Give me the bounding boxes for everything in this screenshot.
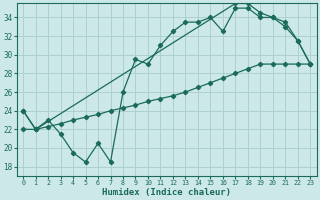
X-axis label: Humidex (Indice chaleur): Humidex (Indice chaleur) bbox=[102, 188, 231, 197]
